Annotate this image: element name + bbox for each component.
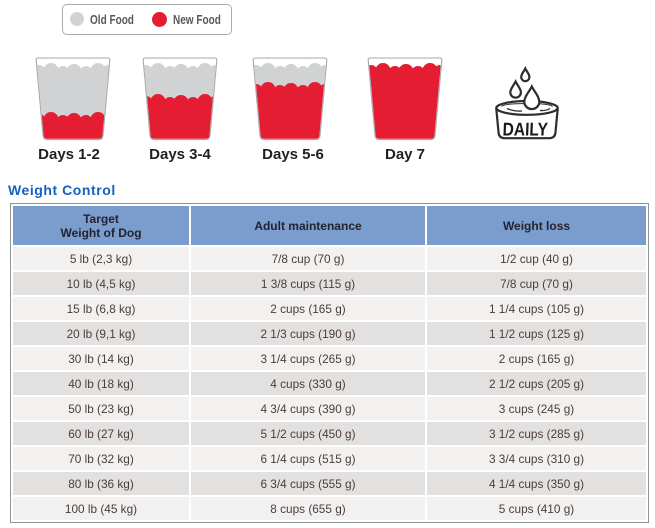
svg-text:DAILY: DAILY <box>502 119 549 140</box>
